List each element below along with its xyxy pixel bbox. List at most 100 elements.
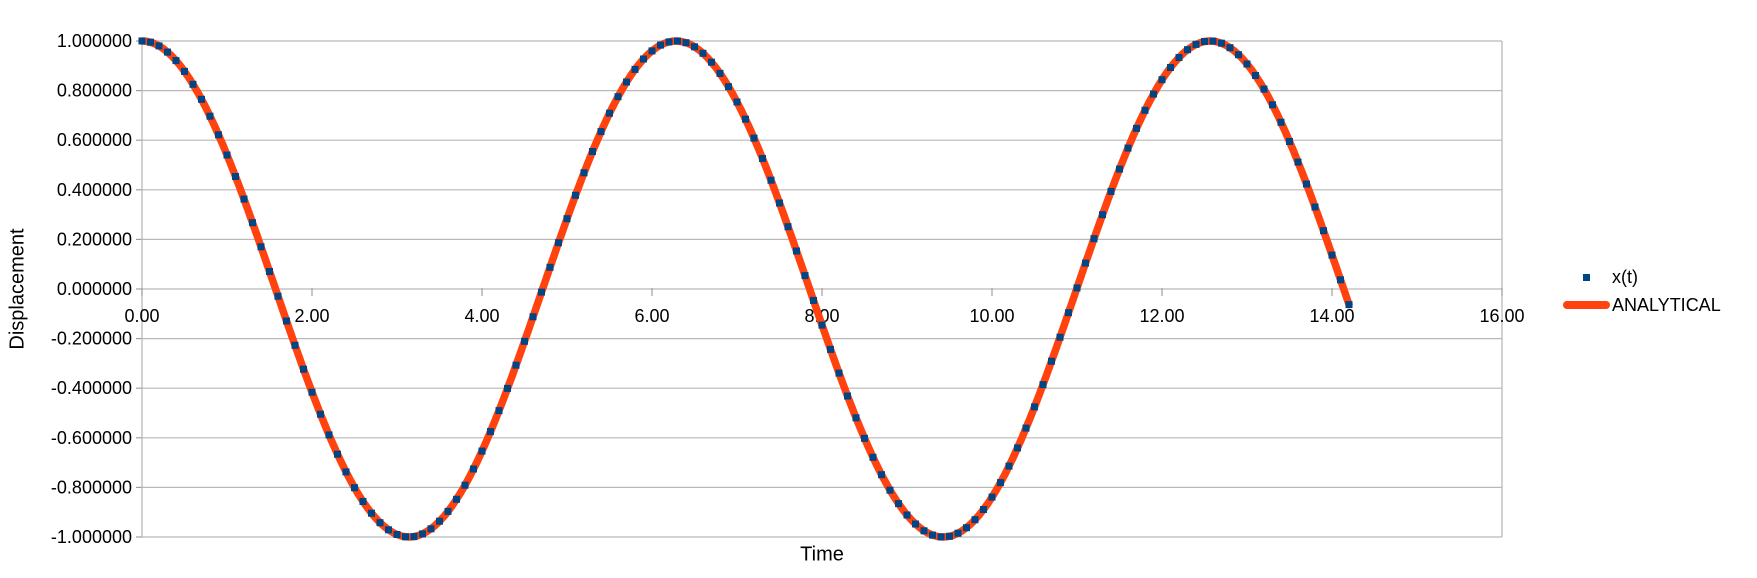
legend-entry-analytical: ANALYTICAL <box>1563 291 1721 319</box>
series-xt-data-point-marker <box>674 37 681 45</box>
series-xt-data-point-marker <box>1192 40 1200 48</box>
series-xt-data-point-marker <box>274 292 282 300</box>
series-xt-data-point-marker <box>614 93 622 101</box>
series-xt-data-point-marker <box>393 531 401 538</box>
legend-square-marker-icon <box>1583 273 1590 281</box>
series-xt-data-point-marker <box>376 519 384 527</box>
series-xt-data-point-marker <box>988 493 996 501</box>
series-xt-data-point-marker <box>818 321 826 329</box>
series-xt-data-point-marker <box>512 361 520 369</box>
series-xt-data-point-marker <box>665 38 673 46</box>
series-xt-data-point-marker <box>1022 424 1030 432</box>
series-xt-data-point-marker <box>742 115 749 123</box>
y-axis-tick-label: 0.600000 <box>57 130 132 150</box>
series-xt-data-point-marker <box>597 128 605 136</box>
series-xt-data-point-marker <box>1014 444 1021 452</box>
y-axis-title: Displacement <box>6 228 29 350</box>
series-xt-data-point-marker <box>708 58 715 66</box>
series-xt-data-point-marker <box>1039 381 1047 389</box>
series-xt-data-point-marker <box>317 410 324 418</box>
series-xt-data-point-marker <box>1005 462 1013 470</box>
series-xt-data-point-marker <box>572 191 579 199</box>
y-axis-tick-label: -0.600000 <box>51 428 132 448</box>
series-xt-data-point-marker <box>1218 39 1225 47</box>
series-xt-data-point-marker <box>461 481 469 489</box>
series-xt-data-point-marker <box>1226 44 1234 52</box>
series-xt-data-point-marker <box>580 169 588 177</box>
series-xt-data-point-marker <box>835 369 843 377</box>
series-xt-data-point-marker <box>427 525 435 533</box>
y-axis-tick-label: 0.200000 <box>57 229 132 249</box>
series-xt-data-point-marker <box>495 407 503 415</box>
series-xt-data-point-marker <box>1175 54 1183 61</box>
series-xt-data-point-marker <box>980 506 987 513</box>
series-xt-data-point-marker <box>257 243 265 251</box>
series-xt-data-point-marker <box>240 195 248 203</box>
series-xt-data-point-marker <box>767 176 775 184</box>
series-xt-data-point-marker <box>155 42 163 50</box>
series-xt-data-point-marker <box>691 43 698 51</box>
series-xt-data-point-marker <box>563 215 571 223</box>
legend-entry-xt: x(t) <box>1563 263 1721 291</box>
series-xt-data-point-marker <box>1082 259 1089 267</box>
series-xt-data-point-marker <box>546 263 554 271</box>
series-xt-data-point-marker <box>1141 106 1149 114</box>
series-xt-data-point-marker <box>750 134 758 142</box>
series-xt-data-point-marker <box>249 219 256 227</box>
series-xt-data-point-marker <box>801 272 809 280</box>
series-xt-data-point-marker <box>1235 51 1242 59</box>
series-xt-data-point-marker <box>682 39 690 47</box>
series-xt-data-point-marker <box>827 345 834 353</box>
series-xt-data-point-marker <box>504 384 511 392</box>
y-axis-tick-label: 0.400000 <box>57 180 132 200</box>
series-xt-data-point-marker <box>198 95 205 103</box>
series-xt-data-point-marker <box>903 511 911 519</box>
series-xt-data-point-marker <box>368 509 375 517</box>
series-xt-data-point-marker <box>232 173 239 180</box>
series-xt-data-point-marker <box>1345 301 1353 309</box>
x-axis-title: Time <box>800 543 844 566</box>
series-xt-data-point-marker <box>963 524 970 532</box>
series-xt-data-point-marker <box>138 37 146 45</box>
series-xt-data-point-marker <box>453 495 460 503</box>
series-xt-data-point-marker <box>1158 76 1166 84</box>
series-xt-data-point-marker <box>1252 72 1259 79</box>
series-xt-data-point-marker <box>861 434 868 442</box>
x-axis-tick-label: 10.00 <box>969 306 1014 326</box>
series-xt-data-point-marker <box>1320 227 1327 235</box>
series-xt-data-point-marker <box>878 471 885 479</box>
series-xt-data-point-marker <box>1184 46 1191 54</box>
series-xt-data-point-marker <box>886 486 894 494</box>
series-xt-data-point-marker <box>436 517 443 525</box>
series-xt-data-point-marker <box>1116 165 1123 173</box>
legend-key <box>1563 273 1610 281</box>
series-xt-data-point-marker <box>266 268 273 275</box>
series-xt-data-point-marker <box>487 428 494 436</box>
series-xt-data-point-marker <box>631 65 639 73</box>
series-xt-data-point-marker <box>351 484 358 492</box>
series-xt-data-point-marker <box>325 431 333 439</box>
series-xt-data-point-marker <box>725 83 732 91</box>
y-axis-tick-label: 1.000000 <box>57 31 132 51</box>
series-xt-data-point-marker <box>810 296 817 304</box>
y-axis-tick-label: -0.400000 <box>51 378 132 398</box>
series-xt-data-point-marker <box>657 41 664 49</box>
series-xt-data-point-marker <box>920 527 928 535</box>
series-xt-data-point-marker <box>1065 309 1072 317</box>
series-xt-data-point-marker <box>419 530 426 538</box>
legend-line-marker-icon <box>1563 301 1610 309</box>
series-xt-data-point-marker <box>147 38 154 46</box>
series-xt-data-point-marker <box>172 57 180 65</box>
y-axis-tick-label: 0.000000 <box>57 279 132 299</box>
series-xt-data-point-marker <box>912 520 919 528</box>
series-xt-data-point-marker <box>342 468 350 476</box>
series-xt-data-point-marker <box>1124 144 1132 152</box>
series-xt-data-point-marker <box>181 67 188 75</box>
series-xt-data-point-marker <box>759 155 766 162</box>
series-xt-data-point-marker <box>1073 284 1081 292</box>
x-axis-tick-label: 6.00 <box>634 306 669 326</box>
series-xt-data-point-marker <box>589 148 596 155</box>
series-xt-data-point-marker <box>716 69 724 77</box>
legend-key <box>1563 301 1610 309</box>
